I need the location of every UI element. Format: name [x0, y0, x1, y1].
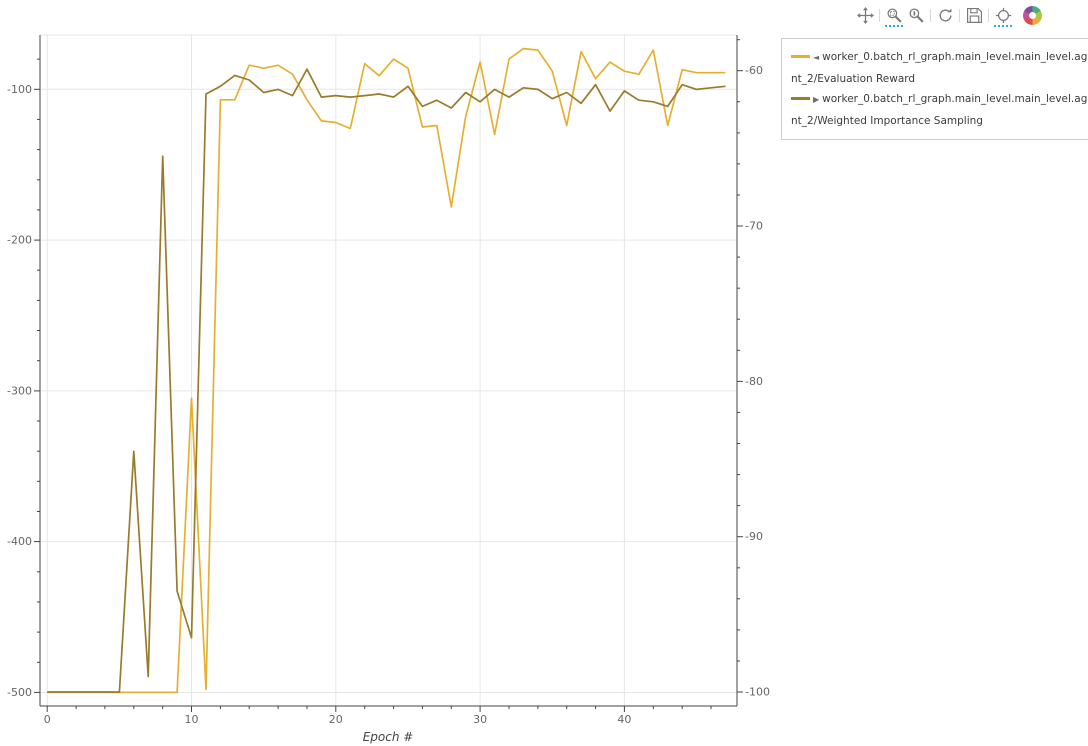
toolbar-separator — [988, 9, 989, 22]
toolbar-separator — [959, 9, 960, 22]
legend-marker-icon: ◄ — [813, 53, 820, 62]
save-icon — [966, 8, 982, 23]
x-tick-label: 20 — [329, 713, 343, 726]
y-tick-label: -200 — [7, 234, 32, 247]
y-tick-label: -300 — [7, 384, 32, 397]
legend-label: worker_0.batch_rl_graph.main_level.main_… — [791, 93, 1088, 127]
plot-toolbar — [854, 3, 1042, 28]
toolbar-separator — [930, 9, 931, 22]
toolbar-separator — [879, 9, 880, 22]
legend-entry: ◄ worker_0.batch_rl_graph.main_level.main… — [791, 47, 1088, 89]
box-zoom-icon — [886, 8, 902, 23]
box-zoom-tool-button[interactable] — [883, 3, 905, 28]
y-tick-label: -400 — [7, 535, 32, 548]
right-tick-label: -80 — [745, 375, 763, 388]
hover-tool-button[interactable] — [992, 3, 1014, 28]
legend-line-swatch — [791, 97, 810, 100]
legend-line-swatch — [791, 55, 810, 58]
right-tick-label: -60 — [745, 64, 763, 77]
right-tick-label: -90 — [745, 530, 763, 543]
x-tick-label: 40 — [617, 713, 631, 726]
right-tick-label: -100 — [745, 686, 770, 699]
pan-icon — [856, 7, 874, 24]
legend-label: worker_0.batch_rl_graph.main_level.main_… — [791, 51, 1088, 85]
legend-marker-icon: ▶ — [813, 95, 820, 104]
wheel-zoom-icon — [908, 8, 924, 23]
bokeh-logo[interactable] — [1023, 6, 1042, 25]
series-line-0 — [47, 47, 726, 694]
x-axis-label: Epoch # — [362, 730, 414, 744]
y-tick-label: -100 — [7, 83, 32, 96]
wheel-zoom-tool-button[interactable] — [905, 3, 927, 28]
x-tick-label: 10 — [185, 713, 199, 726]
right-tick-label: -70 — [745, 220, 763, 233]
reset-icon — [939, 8, 952, 22]
hover-icon — [995, 7, 1011, 24]
legend: ◄ worker_0.batch_rl_graph.main_level.main… — [781, 38, 1088, 140]
x-tick-label: 0 — [44, 713, 51, 726]
legend-entry: ▶ worker_0.batch_rl_graph.main_level.main… — [791, 89, 1088, 131]
x-tick-label: 30 — [473, 713, 487, 726]
save-tool-button[interactable] — [963, 3, 985, 28]
series-line-1 — [47, 68, 726, 693]
y-tick-label: -500 — [7, 686, 32, 699]
reset-tool-button[interactable] — [934, 3, 956, 28]
pan-tool-button[interactable] — [854, 3, 876, 28]
